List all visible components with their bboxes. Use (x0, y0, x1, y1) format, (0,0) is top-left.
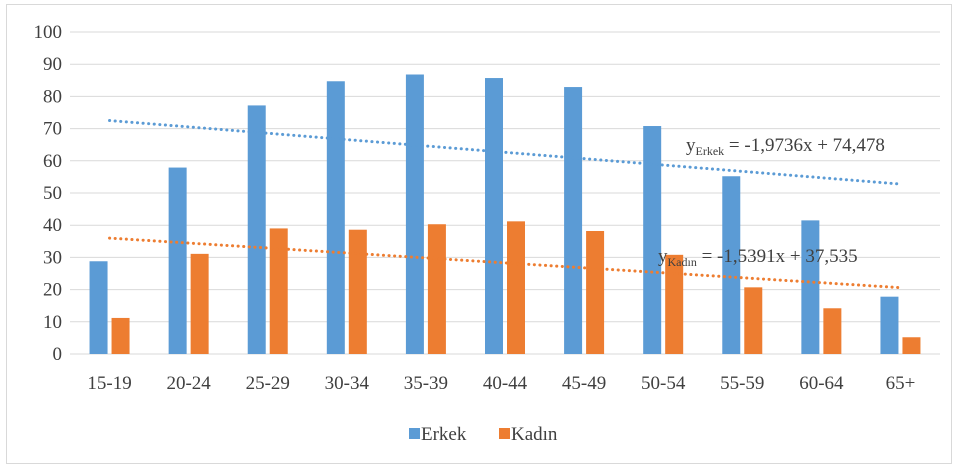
y-tick-label: 80 (43, 86, 62, 107)
trendline-kadin (108, 236, 902, 290)
trendline-equations: yErkek = -1,9736x + 74,478 yKadın = -1,53… (658, 135, 885, 269)
y-tick-label: 40 (43, 215, 62, 236)
x-tick-label: 35-39 (404, 373, 448, 394)
bar-kad-n (111, 317, 130, 354)
legend-swatch (409, 428, 420, 439)
legend-label: Kadın (511, 424, 558, 445)
x-tick-label: 40-44 (483, 373, 528, 394)
bar-erkek (485, 78, 503, 355)
bar-kad-n (427, 224, 446, 354)
y-tick-label: 60 (43, 151, 62, 172)
bar-kad-n (665, 254, 684, 354)
legend: Erkek Kadın (409, 424, 558, 445)
x-tick-label: 55-59 (720, 373, 764, 394)
bar-erkek (405, 74, 424, 354)
y-tick-label: 100 (34, 22, 63, 43)
y-axis-ticks: 0 10 20 30 40 50 60 70 80 90 100 (34, 22, 63, 365)
x-tick-label: 50-54 (641, 373, 686, 394)
bar-kad-n (744, 287, 763, 354)
y-tick-label: 50 (43, 183, 62, 204)
y-tick-label: 10 (43, 312, 62, 333)
x-tick-label: 65+ (886, 373, 916, 394)
bar-erkek (168, 167, 187, 354)
chart-frame (6, 4, 952, 464)
bar-erkek (643, 126, 662, 354)
bar-erkek (722, 176, 741, 354)
bar-kad-n (348, 229, 367, 354)
y-tick-label: 20 (43, 280, 62, 301)
trendline-equation: yErkek = -1,9736x + 74,478 (686, 135, 885, 158)
trendlines (108, 119, 902, 290)
bar-kad-n (902, 337, 921, 354)
x-tick-label: 15-19 (87, 373, 131, 394)
y-tick-label: 90 (43, 54, 62, 75)
y-tick-label: 70 (43, 119, 62, 140)
x-tick-label: 45-49 (562, 373, 606, 394)
bar-kad-n (269, 228, 288, 354)
trendline-erkek (108, 119, 902, 186)
x-tick-label: 20-24 (166, 373, 211, 394)
bar-erkek (801, 220, 820, 354)
gridlines (70, 31, 940, 355)
bar-kad-n (507, 221, 525, 354)
bar-erkek (247, 105, 266, 354)
x-tick-label: 25-29 (246, 373, 290, 394)
bar-kad-n (190, 253, 209, 354)
x-axis-ticks: 15-19 20-24 25-29 30-34 35-39 40-44 45-49 50-54… (87, 373, 915, 394)
bar-erkek (89, 261, 108, 354)
legend-label: Erkek (421, 424, 467, 445)
x-tick-label: 60-64 (799, 373, 844, 394)
bar-kad-n (586, 230, 605, 354)
legend-swatch (499, 428, 510, 439)
trendline-equation: yKadın = -1,5391x + 37,535 (658, 246, 858, 269)
y-tick-label: 30 (43, 247, 62, 268)
bar-erkek (880, 296, 899, 354)
bars (89, 74, 921, 355)
bar-erkek (564, 87, 583, 354)
x-tick-label: 30-34 (325, 373, 370, 394)
bar-kad-n (823, 308, 842, 354)
y-tick-label: 0 (53, 344, 63, 365)
bar-erkek (326, 81, 345, 355)
